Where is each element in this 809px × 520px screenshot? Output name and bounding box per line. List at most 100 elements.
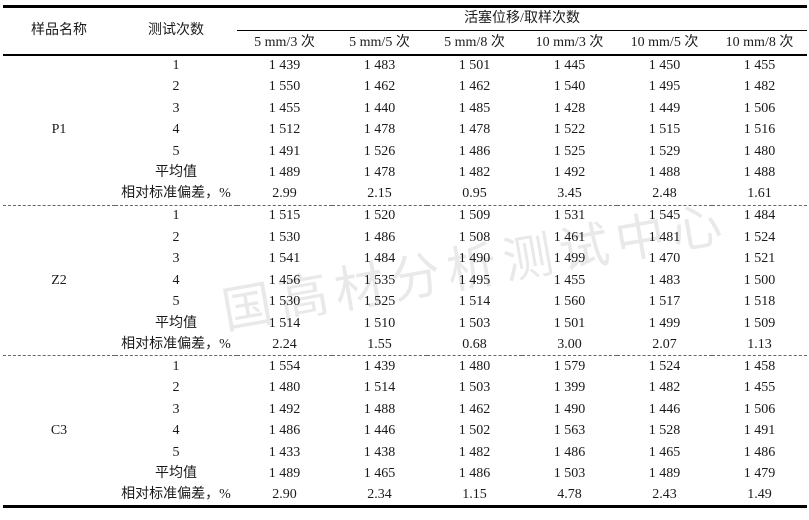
value-cell: 3.00 [557,336,582,352]
value-cell: 1 488 [743,165,776,181]
value-cell: 1 554 [237,355,332,377]
value-cell: 1 492 [268,401,301,417]
row-label: 相对标准偏差，% [121,486,231,502]
value-cell: 1 503 [553,466,586,482]
value-cell: 0.95 [462,186,487,202]
value-cell: 1 455 [553,272,586,288]
value-cell: 1 489 [268,466,301,482]
value-cell: 1 508 [458,229,491,245]
value-cell: 2.48 [652,186,677,202]
value-cell: 1 526 [363,143,396,159]
value-cell: 1 499 [553,251,586,267]
value-cell: 1 462 [458,79,491,95]
value-cell: 1 512 [268,122,301,138]
header-row-sub: 5 mm/3 次 5 mm/5 次 5 mm/8 次 10 mm/3 次 10 … [3,30,808,56]
value-cell: 1 503 [458,380,491,396]
table-header: 样品名称 测试次数 活塞位移/取样次数 5 mm/3 次 5 mm/5 次 5 … [3,6,808,56]
value-cell: 1 455 [268,100,301,116]
column-header-piston-displacement-span: 活塞位移/取样次数 [237,6,808,31]
value-cell: 1 506 [743,100,776,116]
value-cell: 1 510 [363,315,396,331]
value-cell: 1.13 [747,336,772,352]
value-cell: 1 484 [363,251,396,267]
table-row: 2 1 480 1 514 1 503 1 399 1 482 1 455 [3,377,807,399]
table-row: 平均值 1 514 1 510 1 503 1 501 1 499 1 509 [3,313,807,335]
value-cell: 1 540 [553,79,586,95]
value-cell: 4.78 [557,486,582,502]
column-subheader-10mm-3: 10 mm/3 次 [522,30,617,56]
value-cell: 1 480 [743,143,776,159]
row-label: 平均值 [155,165,197,181]
value-cell: 1 529 [648,143,681,159]
header-row-top: 样品名称 测试次数 活塞位移/取样次数 [3,6,808,56]
value-cell: 3.45 [557,186,582,202]
value-cell: 1 428 [553,100,586,116]
value-cell: 1.49 [747,486,772,502]
row-label: 平均值 [155,315,197,331]
sample-group: P1 1 1 439 1 483 1 501 1 445 1 450 1 455 2 1 550 1… [3,55,807,206]
value-cell: 1 486 [363,229,396,245]
value-cell: 1 456 [268,272,301,288]
value-cell: 1 461 [553,229,586,245]
value-cell: 1 440 [363,100,396,116]
table-row: Z2 1 1 515 1 520 1 509 1 531 1 545 1 484 [3,204,808,356]
value-cell: 1 449 [648,100,681,116]
value-cell: 1 501 [458,58,491,74]
value-cell: 1 485 [458,100,491,116]
table-row: 2 1 550 1 462 1 462 1 540 1 495 1 482 [3,76,807,98]
value-cell: 1 525 [363,294,396,310]
value-cell: 1 484 [712,204,808,227]
value-cell: 1 458 [712,355,808,377]
table-row: 相对标准偏差，% 2.99 2.15 0.95 3.45 2.48 1.61 [3,184,807,206]
row-label: 4 [172,272,180,288]
row-label: 3 [172,100,180,116]
value-cell: 2.99 [272,186,297,202]
value-cell: 1 550 [268,79,301,95]
value-cell: 1 445 [553,58,586,74]
value-cell: 1 488 [648,165,681,181]
sample-name: P1 [51,122,67,138]
value-cell: 1 520 [332,204,427,227]
value-cell: 1 486 [553,444,586,460]
value-cell: 1 492 [553,165,586,181]
value-cell: 1 530 [268,294,301,310]
value-cell: 1 545 [617,204,712,227]
value-cell: 1 486 [458,466,491,482]
value-cell: 1 482 [743,79,776,95]
value-cell: 1 535 [363,272,396,288]
value-cell: 1 509 [743,315,776,331]
value-cell: 1 465 [648,444,681,460]
value-cell: 1 483 [363,58,396,74]
table-row: 4 1 486 1 446 1 502 1 563 1 528 1 491 [3,420,807,442]
value-cell: 1 486 [743,444,776,460]
value-cell: 1 517 [648,294,681,310]
value-cell: 1 514 [268,315,301,331]
column-header-test-count: 测试次数 [115,6,237,56]
value-cell: 1 514 [458,294,491,310]
column-subheader-5mm-3: 5 mm/3 次 [237,30,332,56]
table-row: 5 1 433 1 438 1 482 1 486 1 465 1 486 [3,442,807,464]
value-cell: 1 482 [458,444,491,460]
row-label: 4 [172,122,180,138]
value-cell: 2.34 [367,486,392,502]
value-cell: 1 560 [553,294,586,310]
value-cell: 0.68 [462,336,487,352]
value-cell: 1 483 [648,272,681,288]
value-cell: 1 541 [268,251,301,267]
row-label: 相对标准偏差，% [121,336,231,352]
value-cell: 1 521 [743,251,776,267]
table-row: 3 1 455 1 440 1 485 1 428 1 449 1 506 [3,98,807,120]
value-cell: 1 528 [648,423,681,439]
value-cell: 1 438 [363,444,396,460]
value-cell: 1 488 [363,401,396,417]
column-subheader-10mm-5: 10 mm/5 次 [617,30,712,56]
table-row: 平均值 1 489 1 465 1 486 1 503 1 489 1 479 [3,463,807,485]
value-cell: 1 499 [648,315,681,331]
row-label: 5 [172,143,180,159]
value-cell: 1 530 [268,229,301,245]
table-row: 4 1 512 1 478 1 478 1 522 1 515 1 516 [3,119,807,141]
row-label: 5 [172,294,180,310]
value-cell: 1 465 [363,466,396,482]
value-cell: 1 506 [743,401,776,417]
